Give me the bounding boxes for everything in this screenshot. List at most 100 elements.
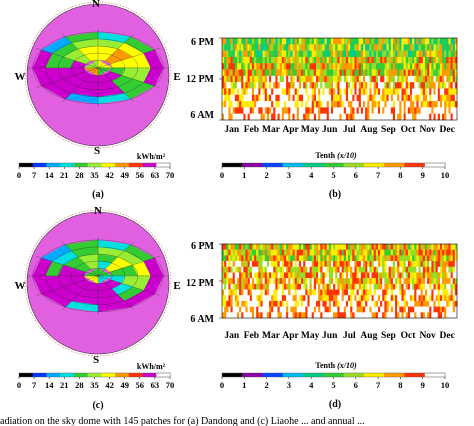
heatmap-d-cell (262, 261, 265, 267)
heatmap-d-cell (254, 272, 257, 279)
heatmap-d-cell (313, 306, 317, 313)
heatmap-b-cell (448, 44, 451, 51)
heatmap-d-cell (416, 300, 419, 307)
heatmap-b-cell (328, 75, 332, 83)
heatmap-b-cell (390, 63, 394, 70)
heatmap-b-cell (258, 56, 261, 64)
heatmap-b-cell (397, 107, 400, 114)
heatmap-d-cell (311, 295, 315, 302)
heatmap-d-cell (311, 255, 315, 262)
heatmap-d-cell (260, 306, 263, 313)
heatmap-b-cell (382, 75, 385, 83)
heatmap-b-cell (279, 56, 283, 64)
heatmap-d-cell (373, 312, 377, 319)
heatmap-b-cell (377, 75, 381, 83)
heatmap-d-cell (454, 289, 458, 296)
heatmap-b-cell (437, 69, 441, 77)
heatmap-b-cell (422, 88, 426, 95)
heatmap-b-cell (380, 107, 383, 114)
heatmap-b-cell (354, 38, 357, 45)
heatmap-b-cell (305, 88, 308, 95)
heatmap-b-cell (309, 94, 312, 102)
heatmap-b-cell (392, 82, 396, 89)
heatmap-b-cell (405, 94, 409, 102)
heatmap-d-cell (324, 272, 327, 279)
heatmap-b-cell (301, 82, 304, 89)
heatmap-b-cell (435, 113, 438, 121)
heatmap-b-cell (320, 88, 323, 95)
heatmap-d-cell (422, 249, 426, 256)
dome-a-grid-meridian (97, 48, 160, 69)
heatmap-d-cell (452, 261, 456, 267)
heatmap-d-cell (422, 312, 426, 319)
heatmap-d-cell (407, 283, 411, 290)
compass-south-c: S (93, 354, 99, 366)
heatmap-d-cell (399, 312, 402, 319)
heatmap-b-cell (429, 113, 432, 121)
heatmap-d-cell (405, 255, 409, 262)
heatmap-d-cell (330, 312, 334, 319)
heatmap-d-cell (435, 249, 438, 256)
heatmap-d-cell (414, 278, 417, 285)
heatmap-d-cell (352, 312, 355, 319)
heatmap-b-cell (405, 56, 409, 64)
heatmap-b-cell (452, 44, 456, 51)
heatmap-d-cell (377, 289, 381, 296)
heatmap-d-cell (279, 266, 283, 273)
heatmap-b-cell (226, 113, 229, 121)
heatmap-b-cell (442, 101, 445, 108)
heatmap-d-cell (356, 266, 359, 273)
heatmap-d-cell (382, 312, 385, 319)
heatmap-d-cell (454, 261, 458, 267)
heatmap-b-cell (392, 107, 396, 114)
heatmap-b-cell (266, 113, 270, 121)
heatmap-d-cell (360, 244, 364, 250)
heatmap-b-cell (275, 56, 278, 64)
heatmap-d-cell (345, 295, 349, 302)
heatmap-b-cell (337, 88, 340, 95)
heatmap-d-cell (414, 266, 417, 273)
heatmap-b-cell (341, 38, 344, 45)
heatmap-b-cell (296, 113, 300, 121)
heatmap-b-cell (356, 107, 359, 114)
heatmap-b-cell (367, 94, 370, 102)
heatmap-d-cell (399, 244, 402, 250)
heatmap-d-cell (290, 278, 293, 285)
heatmap-b-cell (416, 88, 419, 95)
heatmap-b-cell (322, 38, 325, 45)
heatmap-d-cell (316, 266, 319, 273)
heatmap-b-cell (410, 69, 413, 77)
heatmap-b-cell (251, 56, 255, 64)
heatmap-d-cell (375, 295, 379, 302)
heatmap-b-cell (316, 94, 319, 102)
heatmap-d-cell (313, 266, 317, 273)
heatmap-b-cell (277, 94, 280, 102)
heatmap-b-cell (367, 50, 370, 58)
heatmap-d-cell (405, 312, 409, 319)
heatmap-d-cell (437, 289, 441, 296)
heatmap-b-cell (454, 94, 458, 102)
heatmap-b-cell (243, 82, 246, 89)
heatmap-b-cell (386, 38, 389, 45)
heatmap-b-cell (286, 44, 289, 51)
dome-c-patch-group (27, 236, 169, 315)
heatmap-d-cell (228, 266, 231, 273)
heatmap-d-cell (433, 261, 436, 267)
heatmap-b-cell (222, 94, 225, 102)
heatmap-d-cell (437, 244, 441, 250)
heatmap-b-cell (264, 69, 268, 77)
heatmap-d-cell (241, 300, 244, 307)
month-label-b-8: Sep (381, 125, 396, 135)
heatmap-d-cell (354, 289, 357, 296)
heatmap-b-cell (348, 107, 351, 114)
heatmap-d-cell (435, 300, 438, 307)
heatmap-b-cell (294, 75, 297, 83)
heatmap-d-cell (424, 283, 428, 290)
heatmap-b-cell (420, 38, 424, 45)
heatmap-d-cell (369, 266, 372, 273)
heatmap-b-cell (320, 69, 323, 77)
heatmap-d-cell (450, 266, 453, 273)
heatmap-b-cell (420, 56, 424, 64)
heatmap-d-cell (367, 306, 370, 313)
heatmap-d-cell (380, 278, 383, 285)
